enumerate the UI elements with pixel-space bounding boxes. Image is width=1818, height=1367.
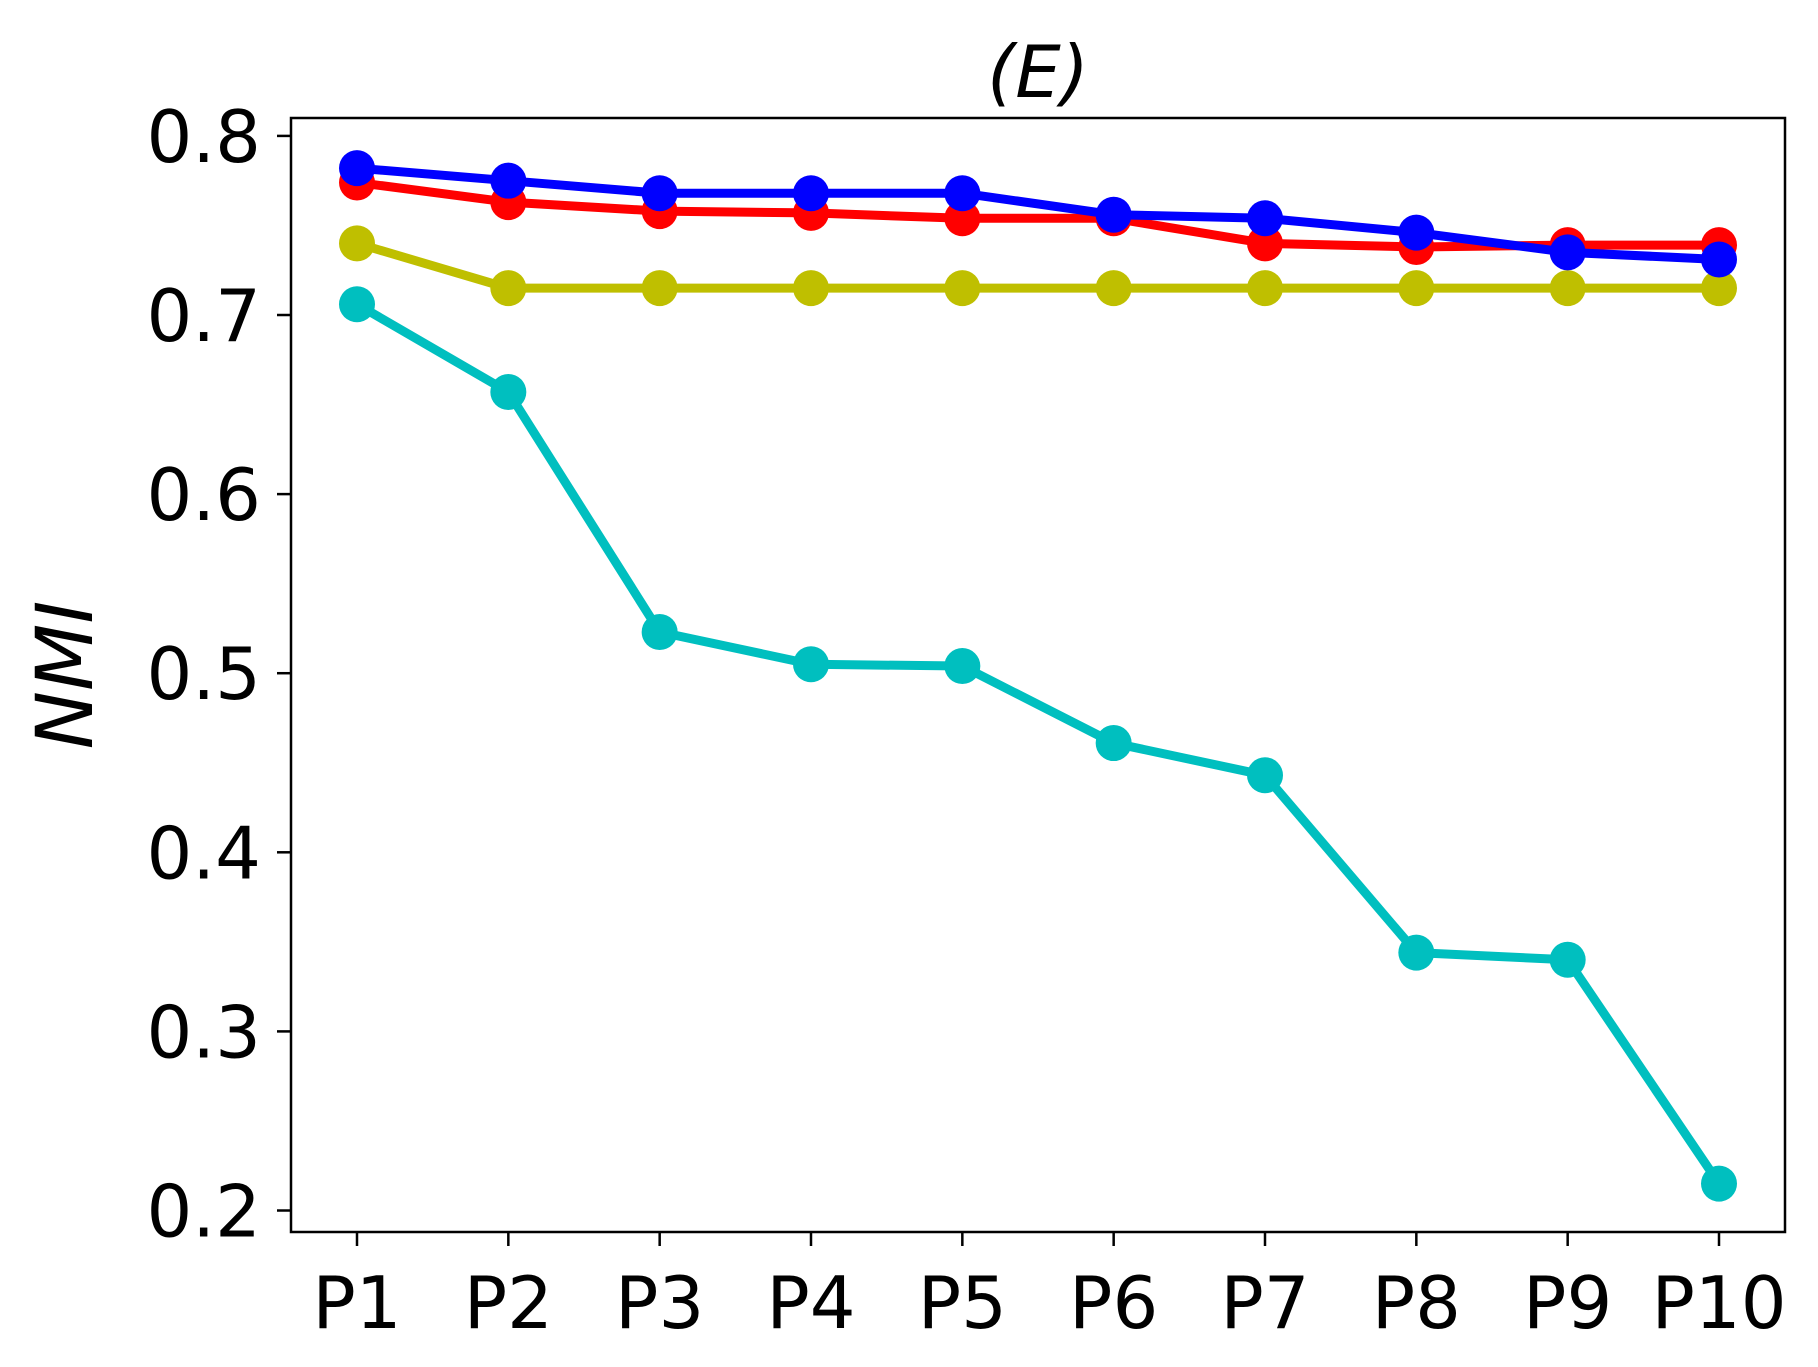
data-point-yellow (1095, 270, 1132, 307)
data-point-blue (641, 175, 678, 212)
y-tick-label: 0.4 (146, 811, 261, 895)
data-point-yellow (1247, 270, 1283, 307)
data-point-cyan (1701, 1165, 1737, 1202)
data-point-yellow (490, 270, 527, 307)
data-point-cyan (1398, 934, 1435, 971)
data-point-blue (1247, 200, 1283, 237)
x-tick-label: P5 (918, 1261, 1007, 1345)
data-point-cyan (1247, 757, 1283, 794)
x-tick-label: P1 (312, 1261, 401, 1345)
series-line-yellow (355, 239, 1719, 293)
data-point-cyan (490, 374, 527, 411)
data-point-blue (944, 175, 981, 212)
plot-frame (289, 116, 1787, 1234)
data-point-cyan (944, 648, 981, 685)
data-point-red (1247, 225, 1283, 262)
series-line-blue (356, 163, 1720, 264)
data-point-cyan (793, 646, 829, 683)
data-point-cyan (1095, 725, 1132, 762)
y-tick-label: 0.2 (146, 1170, 261, 1254)
x-tick-label: P6 (1069, 1261, 1158, 1345)
chart-title: (E) (987, 30, 1089, 114)
y-axis: 0.2 0.3 0.4 0.5 0.6 0.7 0.8 (146, 95, 291, 1254)
y-tick-label: 0.5 (146, 632, 261, 716)
y-axis-label: NMI (21, 601, 111, 750)
series-cyan (339, 286, 1737, 1202)
data-point-blue (339, 150, 375, 187)
data-point-cyan (641, 614, 678, 651)
data-point-yellow (339, 225, 375, 262)
x-axis: P1 P2 P3 P4 P5 P6 P7 P8 P9 P10 (312, 1232, 1787, 1345)
data-point-blue (1701, 241, 1737, 278)
x-tick-label: P7 (1220, 1261, 1309, 1345)
series-line-red (356, 178, 1719, 252)
data-point-red (944, 200, 981, 237)
series-line-cyan (354, 300, 1723, 1187)
y-tick-label: 0.8 (146, 95, 261, 179)
data-point-blue (1398, 214, 1435, 251)
data-point-yellow (641, 270, 678, 307)
series-yellow (339, 225, 1737, 307)
x-tick-label: P4 (766, 1261, 855, 1345)
y-tick-label: 0.6 (146, 453, 261, 537)
x-tick-label: P8 (1372, 1261, 1461, 1345)
data-point-blue (490, 162, 527, 199)
x-tick-label: P9 (1523, 1261, 1612, 1345)
data-point-yellow (793, 270, 829, 307)
y-tick-label: 0.3 (146, 990, 261, 1074)
data-point-yellow (1549, 270, 1586, 307)
data-point-blue (793, 175, 829, 212)
data-point-blue (1549, 234, 1586, 271)
data-point-cyan (339, 286, 375, 323)
x-tick-label: P2 (464, 1261, 553, 1345)
series-blue (339, 150, 1737, 278)
data-point-yellow (1701, 270, 1737, 307)
data-point-blue (1095, 196, 1132, 233)
series-layer (339, 150, 1737, 1202)
data-point-yellow (944, 270, 981, 307)
x-tick-label: P10 (1651, 1261, 1786, 1345)
x-tick-label: P3 (615, 1261, 704, 1345)
data-point-yellow (1398, 270, 1435, 307)
data-point-cyan (1549, 941, 1586, 978)
y-tick-label: 0.7 (146, 274, 261, 358)
